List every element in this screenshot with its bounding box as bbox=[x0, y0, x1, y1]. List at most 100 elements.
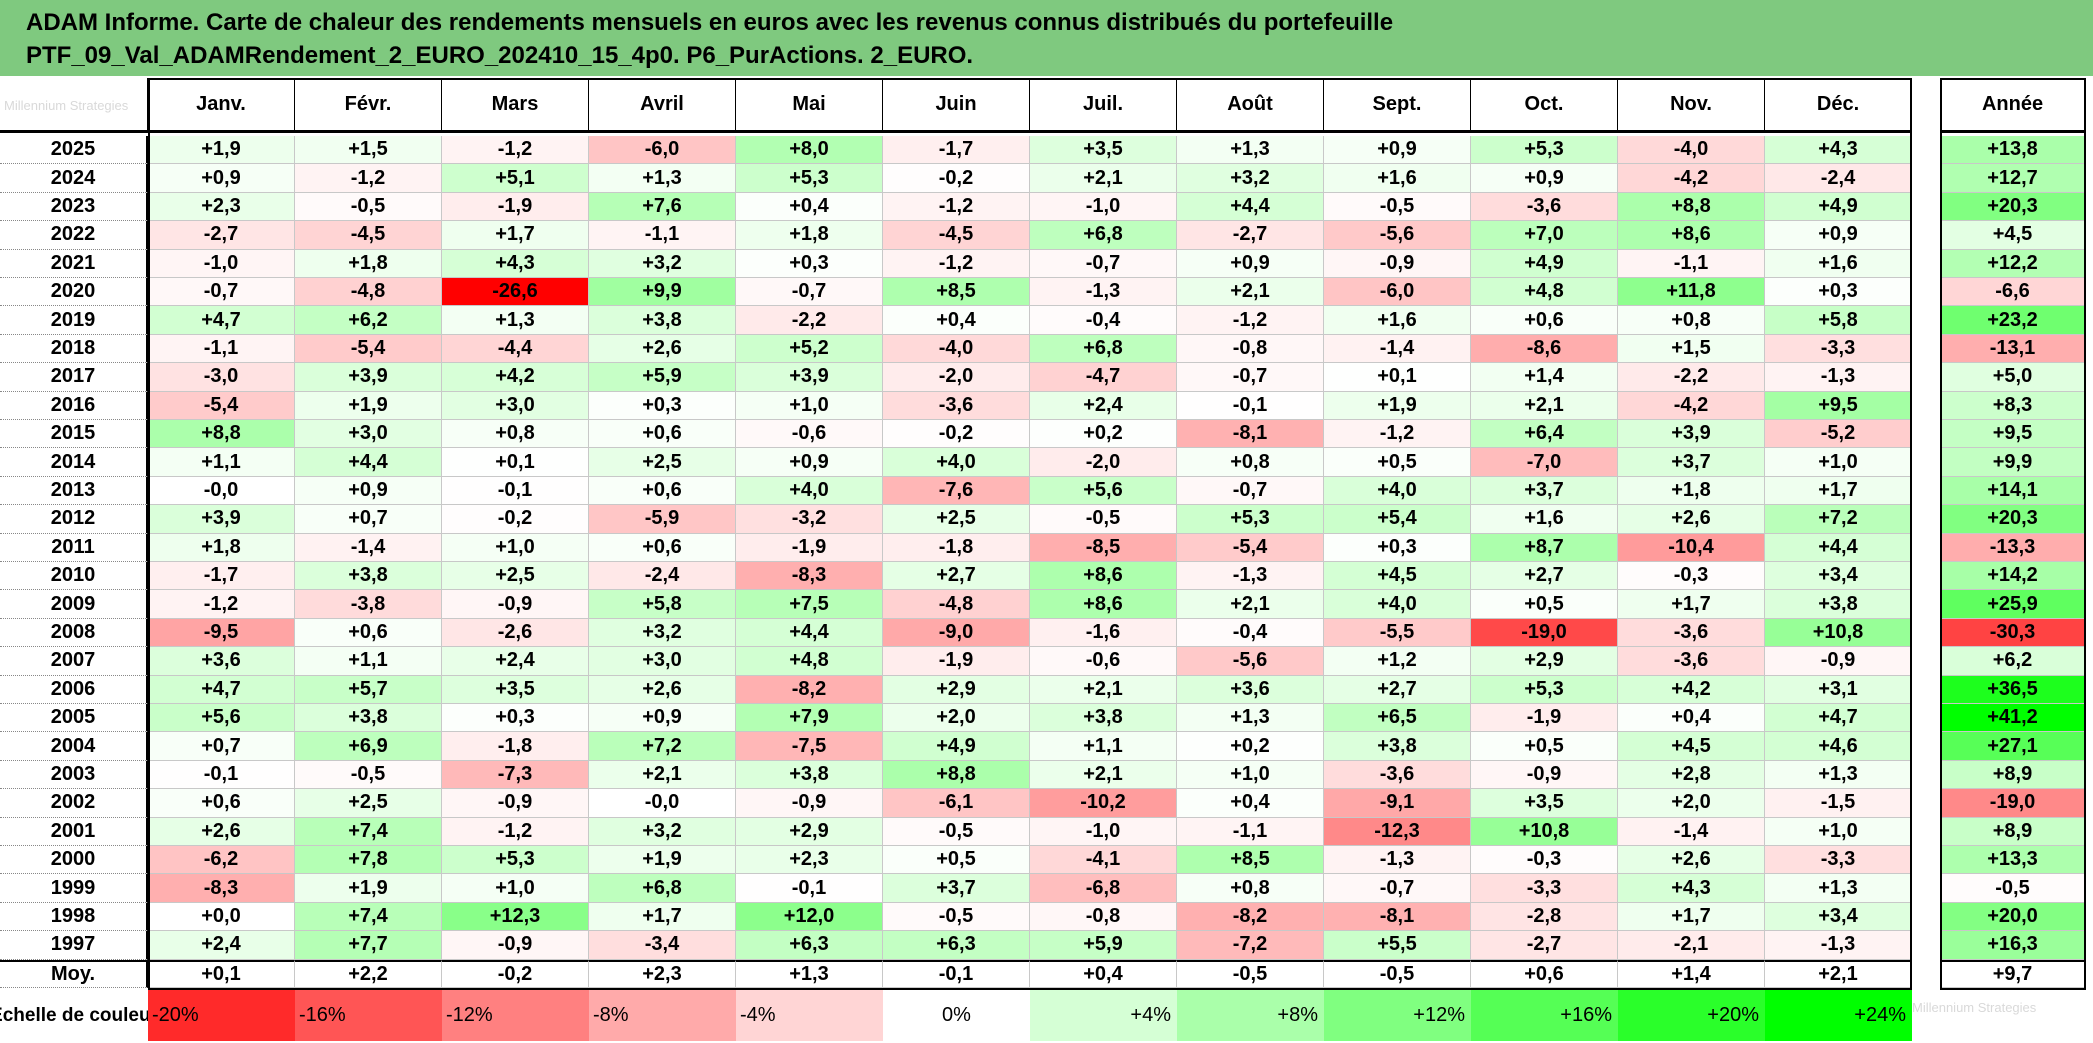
heat-cell: +2,1 bbox=[1765, 959, 1912, 988]
heat-cell: -1,2 bbox=[148, 590, 295, 619]
heat-cell: +0,4 bbox=[1030, 959, 1177, 988]
heat-cell: -2,7 bbox=[1177, 221, 1324, 250]
heat-cell: +2,0 bbox=[883, 704, 1030, 733]
year-total-cell: +8,3 bbox=[1940, 391, 2086, 420]
heat-cell: +1,9 bbox=[148, 136, 295, 165]
heat-cell: +0,5 bbox=[1471, 732, 1618, 761]
heat-cell: +1,3 bbox=[442, 306, 589, 335]
year-total-cell: +36,5 bbox=[1940, 675, 2086, 704]
heat-cell: +3,0 bbox=[295, 420, 442, 449]
month-header: Juin bbox=[883, 78, 1030, 133]
heat-cell: +1,1 bbox=[148, 448, 295, 477]
month-header: Mai bbox=[736, 78, 883, 133]
watermark-bottom: Millennium Strategies bbox=[1912, 1000, 2037, 1015]
heat-cell: -3,3 bbox=[1765, 334, 1912, 364]
heat-cell: -8,3 bbox=[148, 874, 295, 903]
heat-cell: -9,0 bbox=[883, 618, 1030, 648]
heat-cell: -0,9 bbox=[1765, 647, 1912, 676]
heat-cell: +2,9 bbox=[883, 675, 1030, 704]
heat-cell: +5,8 bbox=[589, 590, 736, 619]
heat-cell: +3,7 bbox=[883, 874, 1030, 903]
heat-cell: -0,2 bbox=[442, 505, 589, 534]
year-header: Année bbox=[1940, 78, 2086, 133]
heat-cell: +3,0 bbox=[589, 647, 736, 676]
heat-cell: +3,8 bbox=[295, 562, 442, 591]
year-total-cell: +41,2 bbox=[1940, 704, 2086, 733]
heat-cell: +5,9 bbox=[589, 363, 736, 392]
heat-cell: +2,3 bbox=[736, 846, 883, 875]
heat-cell: +0,0 bbox=[148, 902, 295, 932]
heat-cell: -0,7 bbox=[1030, 249, 1177, 278]
heat-cell: -0,7 bbox=[1177, 363, 1324, 392]
heat-cell: +7,2 bbox=[1765, 505, 1912, 534]
heat-cell: -0,4 bbox=[1177, 618, 1324, 648]
heat-cell: -4,5 bbox=[295, 221, 442, 250]
heat-cell: -4,4 bbox=[442, 334, 589, 364]
heat-cell: -0,0 bbox=[589, 789, 736, 818]
heat-cell: -3,6 bbox=[1618, 647, 1765, 676]
heat-cell: +3,9 bbox=[736, 363, 883, 392]
year-label: 2023 bbox=[0, 192, 148, 222]
heat-cell: +10,8 bbox=[1471, 817, 1618, 846]
heat-cell: +1,6 bbox=[1471, 505, 1618, 534]
scale-step: -8% bbox=[589, 990, 736, 1041]
heat-cell: +0,9 bbox=[295, 476, 442, 506]
heat-cell: -19,0 bbox=[1471, 618, 1618, 648]
heat-cell: +2,4 bbox=[442, 647, 589, 676]
heat-cell: -0,9 bbox=[1324, 249, 1471, 278]
year-total-cell: +14,2 bbox=[1940, 562, 2086, 591]
heat-cell: -2,6 bbox=[442, 618, 589, 648]
heat-cell: +1,3 bbox=[1765, 760, 1912, 790]
heat-cell: +1,4 bbox=[1471, 363, 1618, 392]
heat-cell: +1,4 bbox=[1618, 959, 1765, 988]
heat-cell: -1,2 bbox=[295, 164, 442, 193]
heat-cell: +1,6 bbox=[1324, 306, 1471, 335]
heat-cell: -8,2 bbox=[736, 675, 883, 704]
heat-cell: +0,3 bbox=[442, 704, 589, 733]
heat-cell: +2,1 bbox=[1030, 760, 1177, 790]
year-total-cell: +8,9 bbox=[1940, 760, 2086, 790]
heat-cell: +0,9 bbox=[148, 164, 295, 193]
heat-cell: +3,9 bbox=[295, 363, 442, 392]
heat-cell: +1,2 bbox=[1324, 647, 1471, 676]
heat-cell: +4,0 bbox=[1324, 476, 1471, 506]
heat-cell: -3,6 bbox=[883, 391, 1030, 420]
heat-cell: +0,6 bbox=[589, 533, 736, 562]
heat-cell: +6,9 bbox=[295, 732, 442, 761]
heat-cell: +0,6 bbox=[1471, 959, 1618, 988]
heat-cell: +7,4 bbox=[295, 817, 442, 846]
heat-cell: +7,5 bbox=[736, 590, 883, 619]
year-label: 2013 bbox=[0, 476, 148, 506]
heat-cell: +0,9 bbox=[736, 448, 883, 477]
year-label: 2020 bbox=[0, 278, 148, 307]
heat-cell: +4,9 bbox=[883, 732, 1030, 761]
year-total-cell: -13,1 bbox=[1940, 334, 2086, 364]
heat-cell: +1,9 bbox=[295, 391, 442, 420]
scale-label: Echelle de couleur bbox=[0, 990, 158, 1041]
heat-cell: +7,7 bbox=[295, 931, 442, 960]
heat-cell: +0,4 bbox=[1177, 789, 1324, 818]
heat-cell: -0,2 bbox=[442, 959, 589, 988]
heat-cell: -0,5 bbox=[1324, 192, 1471, 222]
heat-cell: +1,6 bbox=[1765, 249, 1912, 278]
heat-cell: +4,2 bbox=[442, 363, 589, 392]
heat-cell: +3,2 bbox=[589, 817, 736, 846]
heat-cell: +4,9 bbox=[1765, 192, 1912, 222]
heat-cell: +1,9 bbox=[1324, 391, 1471, 420]
heat-cell: +0,3 bbox=[589, 391, 736, 420]
year-total-cell: +20,0 bbox=[1940, 902, 2086, 932]
heat-cell: +8,6 bbox=[1030, 590, 1177, 619]
heat-cell: +8,8 bbox=[1618, 192, 1765, 222]
year-total-cell: +9,9 bbox=[1940, 448, 2086, 477]
heat-cell: -4,1 bbox=[1030, 846, 1177, 875]
heat-cell: +1,3 bbox=[1765, 874, 1912, 903]
heat-cell: -4,8 bbox=[295, 278, 442, 307]
heat-cell: -1,9 bbox=[736, 533, 883, 562]
heat-cell: -10,4 bbox=[1618, 533, 1765, 562]
heat-cell: -0,1 bbox=[148, 760, 295, 790]
heat-cell: -2,0 bbox=[1030, 448, 1177, 477]
heat-cell: +0,6 bbox=[148, 789, 295, 818]
heat-cell: +3,8 bbox=[1765, 590, 1912, 619]
heat-cell: +3,8 bbox=[589, 306, 736, 335]
scale-step: 0% bbox=[883, 990, 1030, 1041]
